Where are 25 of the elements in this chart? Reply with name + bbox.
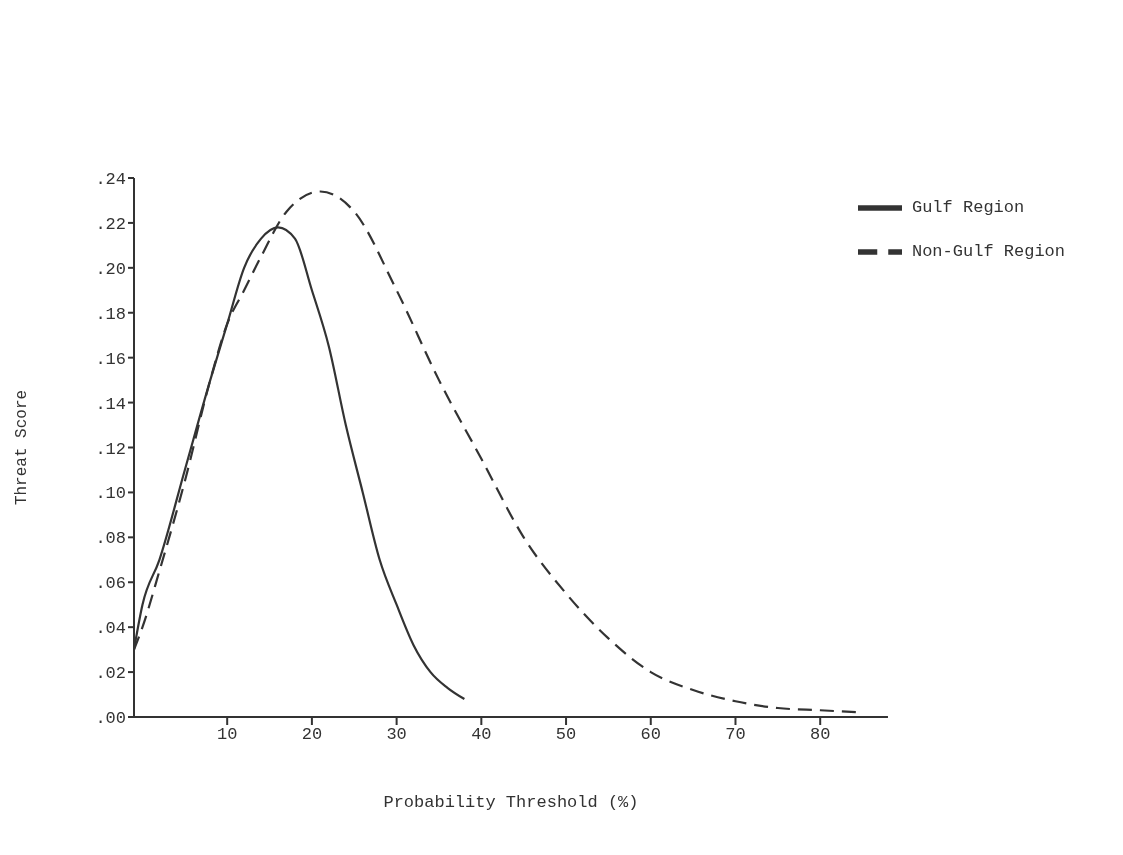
x-tick-label: 60	[640, 725, 661, 745]
x-tick-label: 70	[725, 725, 746, 745]
y-tick-label: .02	[95, 664, 126, 684]
legend-label: Non-Gulf Region	[911, 242, 1065, 262]
y-tick-label: .04	[95, 619, 126, 639]
y-tick-label: .20	[95, 259, 126, 279]
y-tick-label: .08	[95, 529, 126, 549]
y-tick-label: .00	[95, 709, 126, 729]
x-tick-label: 30	[386, 725, 407, 745]
y-axis-title: Threat Score	[12, 389, 31, 506]
x-tick-label: 80	[809, 725, 831, 745]
y-tick-label: .16	[95, 349, 126, 369]
y-tick-label: .12	[95, 439, 126, 459]
y-tick-label: .06	[95, 574, 126, 594]
legend-label: Gulf Region	[911, 198, 1025, 218]
y-tick-label: .14	[95, 394, 126, 414]
y-tick-label: .10	[95, 484, 126, 504]
x-tick-label: 20	[301, 725, 323, 745]
y-tick-label: .18	[95, 304, 126, 324]
y-tick-label: .22	[95, 214, 126, 234]
x-tick-label: 40	[471, 725, 492, 745]
x-tick-label: 10	[216, 725, 238, 745]
x-tick-label: 50	[555, 725, 577, 745]
x-axis-title: Probability Threshold (%)	[383, 793, 639, 812]
y-tick-label: .24	[95, 170, 126, 190]
